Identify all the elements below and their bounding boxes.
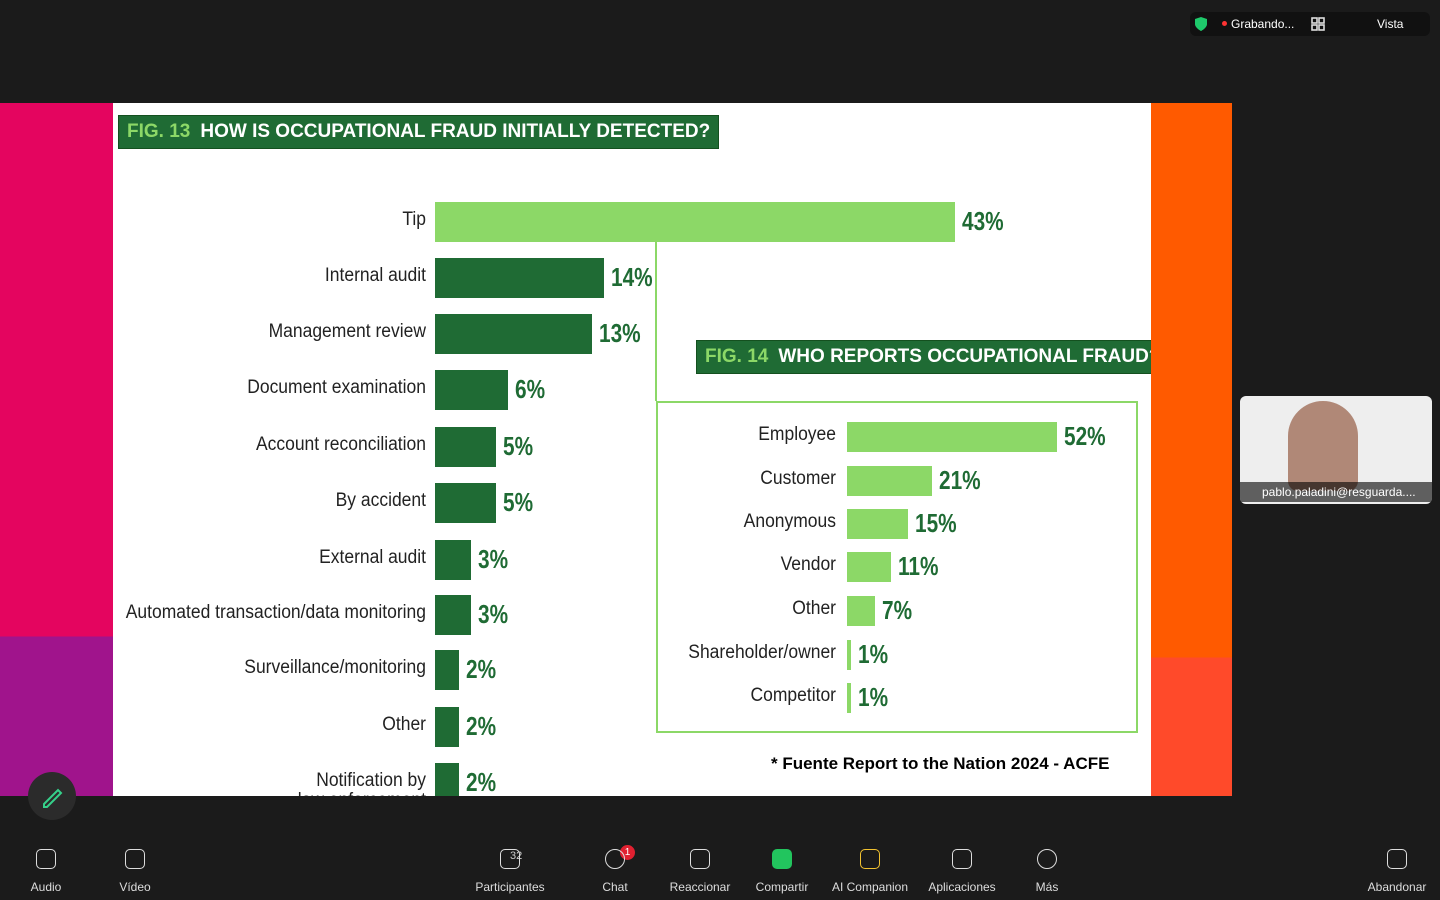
value-label: 11% xyxy=(898,551,939,581)
bar xyxy=(847,596,876,626)
bar xyxy=(847,509,908,539)
toolbar-button[interactable]: Chat xyxy=(602,880,628,894)
figure-title: FIG. 13 HOW IS OCCUPATIONAL FRAUD INITIAL… xyxy=(118,115,720,149)
bar xyxy=(435,595,472,635)
value-label: 14% xyxy=(611,262,654,292)
category-label: Employee xyxy=(758,424,836,445)
value-label: 52% xyxy=(1064,421,1106,451)
bar xyxy=(435,427,496,467)
bar xyxy=(847,640,852,670)
value-label: 3% xyxy=(478,599,509,629)
figure-title: FIG. 14 WHO REPORTS OCCUPATIONAL FRAUD? xyxy=(696,340,1151,374)
category-label: Automated transaction/data monitoring xyxy=(125,602,426,623)
toolbar-icon[interactable] xyxy=(500,849,520,869)
toolbar-button[interactable]: Audio xyxy=(30,880,62,894)
bar xyxy=(435,650,460,690)
figure-number: FIG. 14 xyxy=(705,346,769,367)
category-label: Other xyxy=(382,714,426,735)
category-label: Customer xyxy=(760,468,836,489)
value-label: 6% xyxy=(514,374,545,404)
bar xyxy=(435,258,605,298)
annotate-button[interactable] xyxy=(28,772,76,820)
bar xyxy=(435,483,496,523)
participant-name: pablo.paladini@resguarda.... xyxy=(1240,482,1432,502)
value-label: 5% xyxy=(502,487,533,517)
category-label: Shareholder/owner xyxy=(688,642,836,663)
toolbar-button[interactable]: Compartir xyxy=(755,880,809,894)
bar xyxy=(435,314,593,354)
toolbar xyxy=(0,830,1440,900)
toolbar-button[interactable]: Aplicaciones xyxy=(928,880,996,894)
toolbar-icon[interactable] xyxy=(1037,849,1057,869)
footnote: * Fuente Report to the Nation 2024 - ACF… xyxy=(771,754,1110,773)
category-label: Document examination xyxy=(247,377,426,398)
person xyxy=(1288,401,1358,491)
value-label: 43% xyxy=(962,206,1004,236)
toolbar-icon[interactable] xyxy=(605,849,625,869)
view[interactable]: Vista xyxy=(1377,17,1404,31)
category-label: Other xyxy=(792,598,836,619)
bar xyxy=(435,370,508,410)
category-label: Tip xyxy=(402,209,426,230)
value-label: 1% xyxy=(858,682,889,712)
value-label: 7% xyxy=(882,595,913,625)
value-label: 21% xyxy=(938,465,981,495)
category-label: Surveillance/monitoring xyxy=(244,657,426,678)
value-label: 2% xyxy=(466,711,497,741)
value-label: 15% xyxy=(914,508,957,538)
bar xyxy=(847,422,1058,452)
toolbar-icon[interactable] xyxy=(36,849,56,869)
shared-slide: * Fuente Report to the Nation 2024 - ACF… xyxy=(113,103,1151,796)
toolbar-icon[interactable] xyxy=(125,849,145,869)
bar xyxy=(847,552,892,582)
top-bar xyxy=(1190,12,1430,36)
value-label: 2% xyxy=(466,654,497,684)
category-label: Internal audit xyxy=(324,265,426,286)
toolbar-button[interactable]: Participantes xyxy=(475,880,545,894)
toolbar-icon[interactable] xyxy=(690,849,710,869)
category-label: Vendor xyxy=(780,554,836,575)
value-label: 2% xyxy=(466,767,497,796)
title: HOW IS OCCUPATIONAL FRAUD INITIALLY DETE… xyxy=(200,121,711,142)
bar xyxy=(847,466,932,496)
slide-bg-left xyxy=(0,103,113,796)
category-label: Notification by law enforcement xyxy=(298,770,426,797)
value-label: 1% xyxy=(858,639,889,669)
connector xyxy=(655,241,657,401)
category-label: Management review xyxy=(268,321,426,342)
category-label: External audit xyxy=(319,547,426,568)
grid-icon[interactable] xyxy=(1310,16,1326,32)
category-label: By accident xyxy=(335,490,426,511)
security-icon[interactable] xyxy=(1193,16,1209,32)
toolbar-button[interactable]: Reaccionar xyxy=(669,880,731,894)
recording[interactable]: Grabando... xyxy=(1231,17,1295,31)
category-label: Anonymous xyxy=(743,511,836,532)
title: WHO REPORTS OCCUPATIONAL FRAUD? xyxy=(778,346,1151,367)
toolbar-button[interactable]: Abandonar xyxy=(1367,880,1427,894)
toolbar-button[interactable]: AI Companion xyxy=(831,880,909,894)
category-label: Competitor xyxy=(750,685,836,706)
bar xyxy=(435,707,460,747)
figure-number: FIG. 13 xyxy=(127,121,191,142)
value-label: 5% xyxy=(502,431,533,461)
toolbar-icon[interactable] xyxy=(772,849,792,869)
bar xyxy=(847,683,852,713)
bar xyxy=(435,202,956,242)
category-label: Account reconciliation xyxy=(255,434,426,455)
bar xyxy=(435,763,460,796)
toolbar-icon[interactable] xyxy=(860,849,880,869)
value-label: 3% xyxy=(478,544,509,574)
toolbar-button[interactable]: Vídeo xyxy=(119,880,151,894)
slide-bg-right xyxy=(1151,103,1232,796)
toolbar-icon[interactable] xyxy=(1387,849,1407,869)
toolbar-button[interactable]: Más xyxy=(1035,880,1059,894)
rec-dot xyxy=(1222,21,1227,26)
value-label: 13% xyxy=(599,318,641,348)
toolbar-icon[interactable] xyxy=(952,849,972,869)
fig14-box xyxy=(656,401,1138,733)
bar xyxy=(435,540,472,580)
participant-video[interactable]: pablo.paladini@resguarda.... xyxy=(1240,396,1432,504)
